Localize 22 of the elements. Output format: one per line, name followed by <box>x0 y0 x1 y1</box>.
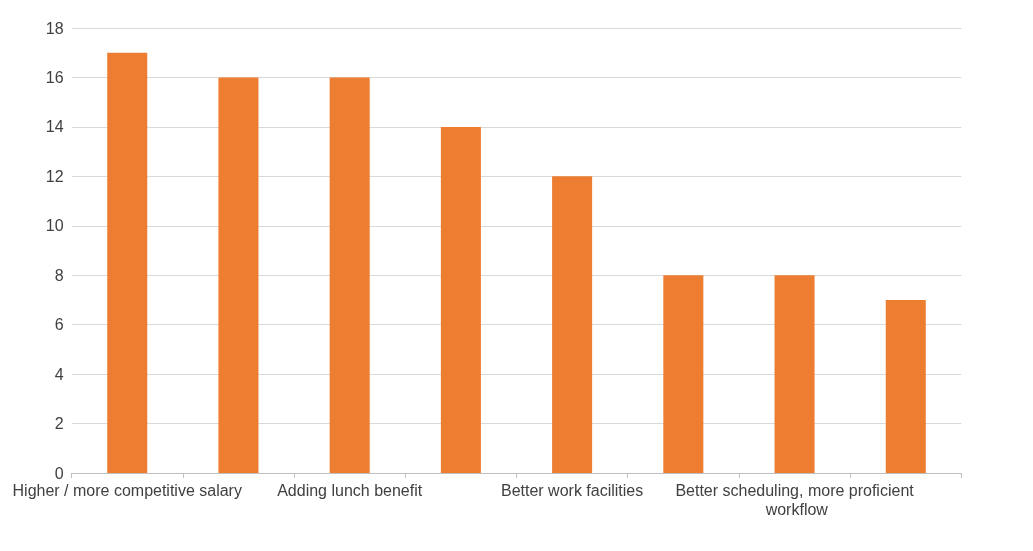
bar <box>440 126 481 473</box>
bar <box>329 77 370 473</box>
x-tick-label: Higher / more competitive salary <box>12 482 242 499</box>
y-tick-label: 18 <box>45 19 64 37</box>
y-tick-label: 16 <box>45 68 64 86</box>
y-tick-label: 2 <box>54 415 64 433</box>
bar <box>885 299 926 473</box>
bar <box>552 176 593 473</box>
y-tick-label: 12 <box>45 167 64 185</box>
y-tick-label: 10 <box>45 217 64 235</box>
bar <box>107 52 148 473</box>
x-tick-label: Better work facilities <box>500 482 644 499</box>
y-tick-label: 8 <box>54 266 64 284</box>
y-tick-label: 4 <box>54 365 64 383</box>
y-tick-label: 6 <box>54 316 64 334</box>
bar <box>218 77 259 473</box>
bar <box>663 275 704 473</box>
y-tick-label: 14 <box>45 118 64 136</box>
bar <box>774 275 815 473</box>
x-tick-label: Better scheduling, more proficient workflow <box>675 482 915 518</box>
x-tick-label: Adding lunch benefit <box>277 482 423 499</box>
y-tick-label: 0 <box>54 464 64 482</box>
